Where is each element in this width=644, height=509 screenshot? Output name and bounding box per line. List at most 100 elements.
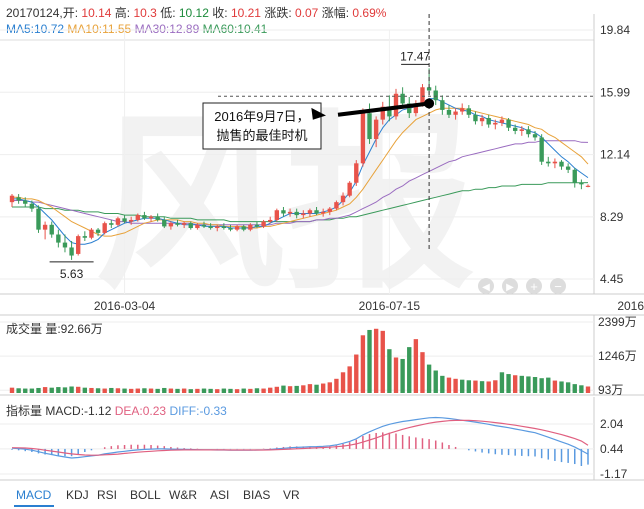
scroll-left-icon[interactable]: ◀ bbox=[482, 282, 490, 293]
candle-body bbox=[347, 182, 352, 196]
candle bbox=[9, 194, 15, 208]
candle bbox=[175, 219, 180, 227]
volume-bar bbox=[82, 387, 88, 393]
scroll-right-icon[interactable]: ▶ bbox=[506, 282, 514, 293]
volume-bar bbox=[486, 381, 491, 393]
candle-body bbox=[281, 210, 286, 214]
price-y-tick-label: 19.84 bbox=[600, 23, 630, 37]
price-x-ticks: 2016-03-04 2016-07-15 2016-11-25 bbox=[94, 299, 644, 313]
plus-icon[interactable]: + bbox=[530, 279, 538, 294]
ma10-label: MA10:11.55 bbox=[67, 22, 132, 36]
candle bbox=[354, 160, 359, 186]
tab-macd[interactable]: MACD bbox=[16, 488, 52, 502]
volume-bar bbox=[128, 388, 134, 393]
candle-body bbox=[128, 219, 134, 222]
volume-bar bbox=[102, 388, 107, 393]
candle bbox=[380, 101, 385, 125]
tab-kdj[interactable]: KDJ bbox=[66, 488, 89, 502]
zoom-in-bg[interactable] bbox=[526, 278, 542, 294]
volume-bar bbox=[155, 388, 160, 393]
volume-bar bbox=[115, 388, 121, 393]
candle bbox=[181, 221, 187, 229]
zoom-out-bg[interactable] bbox=[550, 278, 566, 294]
volume-bar bbox=[433, 370, 438, 393]
tab-boll[interactable]: BOLL bbox=[130, 488, 161, 502]
volume-bar bbox=[347, 366, 352, 393]
candle-body bbox=[446, 109, 452, 115]
candle-body bbox=[479, 118, 485, 122]
ma5-line bbox=[12, 98, 589, 245]
candle-body bbox=[208, 226, 213, 229]
volume-bar bbox=[387, 349, 392, 393]
candle bbox=[221, 223, 227, 230]
volume-bar bbox=[215, 389, 220, 393]
candle bbox=[234, 224, 240, 232]
volume-bar bbox=[201, 388, 207, 393]
macd-y-ticks: 2.04 0.44 -1.17 bbox=[0, 417, 628, 481]
price-y-tick-label: 12.14 bbox=[600, 148, 630, 162]
price-x-tick-label: 2016-07-15 bbox=[359, 299, 421, 313]
candle-body bbox=[115, 218, 121, 225]
high-label: 高: bbox=[114, 6, 131, 20]
volume-bar bbox=[552, 380, 558, 393]
ma-legend: MA5:10.72 MA10:11.55 MA30:12.89 MA60:10.… bbox=[6, 22, 267, 36]
macd-header: 指标量 MACD:-1.12 DEA:0.23 DIFF:-0.33 bbox=[6, 402, 227, 419]
candle-body bbox=[512, 127, 518, 131]
ma10-line bbox=[12, 107, 589, 237]
candle bbox=[579, 179, 584, 190]
candle bbox=[532, 130, 538, 141]
volume-bar bbox=[565, 382, 571, 393]
candle-body bbox=[69, 247, 74, 256]
price-x-tick-label: 2016-11-25 bbox=[617, 299, 644, 313]
candle-body bbox=[559, 161, 564, 167]
candle bbox=[565, 163, 571, 174]
candle bbox=[585, 184, 591, 188]
candle-body bbox=[354, 163, 359, 183]
candle bbox=[307, 208, 313, 217]
candle-body bbox=[314, 210, 319, 214]
candle-body bbox=[320, 211, 326, 214]
candle-body bbox=[102, 223, 107, 233]
ma30-line bbox=[12, 140, 589, 226]
volume-bar bbox=[268, 387, 273, 393]
candle-body bbox=[215, 226, 220, 229]
candle-body bbox=[499, 119, 505, 123]
candle-body bbox=[268, 219, 273, 222]
candle-body bbox=[393, 93, 399, 117]
volume-bar bbox=[413, 339, 419, 393]
candle-body bbox=[135, 215, 140, 220]
candle bbox=[23, 197, 28, 208]
scroll-left-bg[interactable] bbox=[478, 278, 494, 294]
zoom-in-button[interactable]: + bbox=[526, 278, 542, 294]
candle bbox=[248, 223, 253, 232]
volume-bar bbox=[109, 387, 114, 393]
volume-y-tick-label: 93万 bbox=[598, 383, 623, 397]
tab-wr[interactable]: W&R bbox=[169, 488, 197, 502]
candle-body bbox=[380, 106, 385, 120]
volume-bar bbox=[446, 377, 452, 393]
tab-vr[interactable]: VR bbox=[283, 488, 300, 502]
tab-asi[interactable]: ASI bbox=[210, 488, 230, 502]
candle bbox=[254, 221, 260, 229]
candle-body bbox=[162, 219, 167, 227]
candle-body bbox=[95, 229, 101, 233]
annotation-line-2: 抛售的最佳时机 bbox=[216, 128, 307, 143]
candle-body bbox=[460, 108, 465, 112]
scroll-left-button[interactable]: ◀ bbox=[478, 278, 494, 294]
minus-icon[interactable]: − bbox=[554, 279, 562, 294]
macd-lines bbox=[11, 416, 589, 459]
volume-bar bbox=[301, 385, 306, 393]
zoom-out-button[interactable]: − bbox=[550, 278, 566, 294]
scroll-right-button[interactable]: ▶ bbox=[502, 278, 518, 294]
scroll-right-bg[interactable] bbox=[502, 278, 518, 294]
volume-bar bbox=[367, 329, 372, 393]
tab-rsi[interactable]: RSI bbox=[97, 488, 118, 502]
high-value: 10.3 bbox=[133, 6, 157, 20]
tab-bias[interactable]: BIAS bbox=[243, 488, 271, 502]
candle-body bbox=[109, 223, 114, 225]
candle-body bbox=[89, 229, 94, 238]
volume-bar bbox=[360, 335, 366, 393]
volume-bar bbox=[69, 386, 74, 393]
candle bbox=[168, 221, 174, 230]
